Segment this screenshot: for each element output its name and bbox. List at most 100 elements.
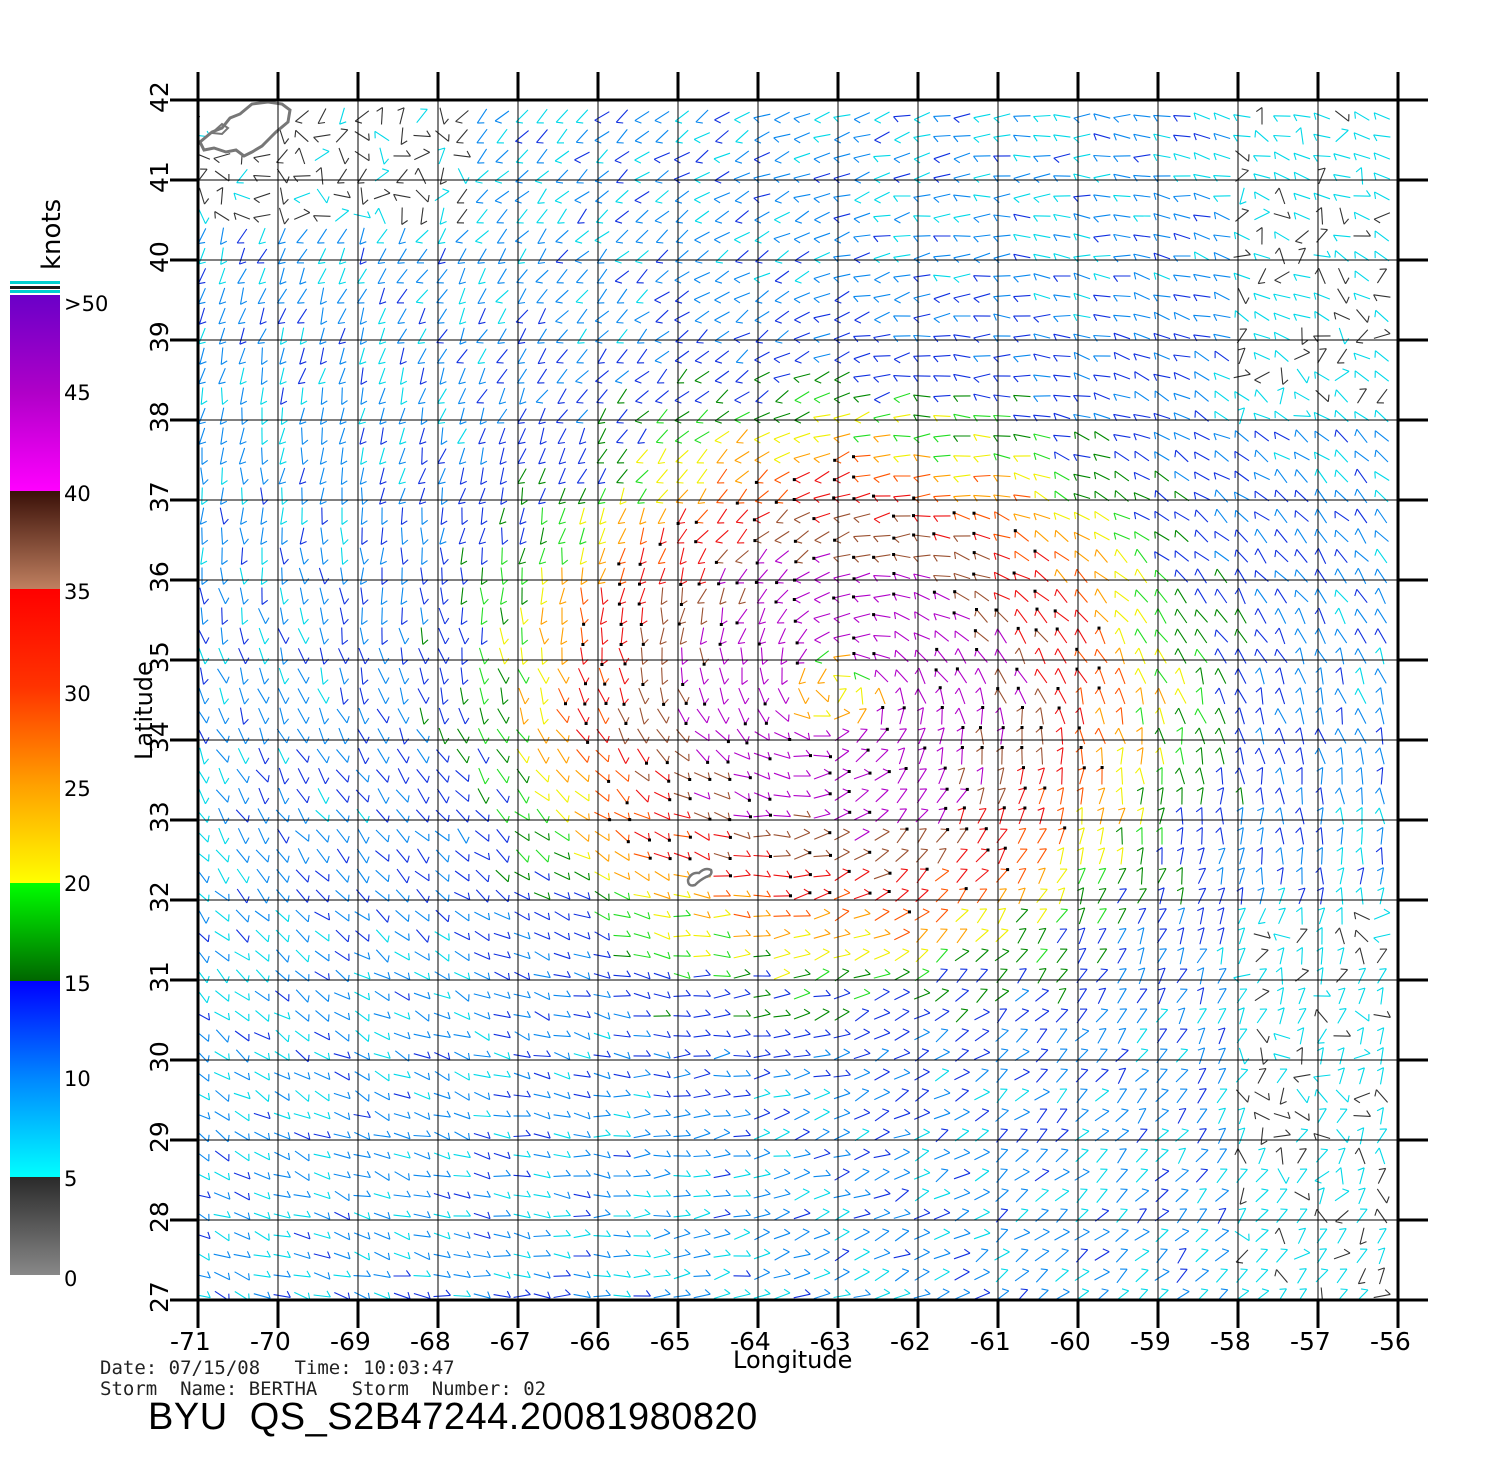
wind-barb: [738, 587, 746, 605]
wind-barb: [1314, 468, 1328, 484]
wind-barb: [1155, 1108, 1169, 1122]
wind-barb: [1315, 707, 1324, 725]
wind-barb: [733, 1169, 751, 1179]
wind-barb: [215, 1090, 230, 1102]
wind-barb: [301, 507, 308, 525]
wind-barb: [374, 1070, 390, 1082]
wind-barb: [573, 1091, 591, 1099]
wind-barb: [774, 111, 790, 124]
wind-barb: [794, 1128, 810, 1141]
wind-barb: [995, 1108, 1009, 1122]
wind-barb: [1296, 1047, 1303, 1065]
wind-barb: [1333, 1248, 1351, 1260]
wind-barb: [1239, 187, 1247, 205]
wind-barb: [1273, 171, 1290, 181]
wind-barb: [1134, 568, 1148, 584]
wind-barb: [1234, 767, 1246, 785]
wind-barb: [933, 1108, 951, 1120]
wind-barb: [1053, 275, 1071, 283]
wind-barb: [1234, 628, 1248, 644]
wind-barb: [521, 567, 528, 585]
wind-barb: [220, 427, 228, 445]
wind-barb: [416, 769, 430, 783]
wind-barb: [893, 1068, 911, 1080]
wind-barb: [599, 507, 607, 525]
wind-barb: [1339, 207, 1350, 225]
wind-barb: [976, 706, 985, 725]
wind-barb: [1137, 907, 1147, 924]
wind-barb: [872, 554, 891, 563]
wind-barb: [1214, 1248, 1230, 1262]
wind-barb: [214, 1230, 230, 1242]
wind-barb: [633, 1250, 651, 1258]
wind-barb: [517, 788, 530, 804]
wind-barb: [1015, 908, 1029, 923]
wind-barb: [201, 487, 208, 505]
wind-barb: [716, 489, 728, 504]
wind-barb: [1054, 1188, 1070, 1202]
wind-barb: [719, 687, 729, 705]
wind-barb: [852, 594, 871, 603]
wind-barb: [477, 348, 487, 364]
wind-barb: [633, 1069, 651, 1079]
wind-barb: [218, 307, 226, 325]
wind-barb: [513, 1231, 531, 1240]
wind-barb: [1314, 488, 1328, 504]
wind-barb: [1133, 154, 1151, 163]
wind-barb: [613, 1210, 631, 1217]
wind-barb: [1176, 867, 1183, 885]
wind-barb: [298, 467, 307, 485]
wind-barb: [1377, 1027, 1385, 1045]
wind-barb: [1313, 335, 1331, 343]
wind-barb: [299, 527, 307, 545]
wind-barb: [598, 527, 607, 545]
wind-barb: [394, 971, 411, 981]
wind-barb: [673, 1129, 691, 1138]
wind-barb: [894, 1228, 910, 1242]
wind-barb: [513, 951, 531, 960]
wind-barb: [1176, 988, 1188, 1004]
wind-barb: [1094, 1088, 1110, 1102]
wind-barb: [936, 706, 944, 725]
wind-barb: [458, 307, 467, 325]
wind-barb: [897, 728, 907, 744]
wind-barb: [793, 453, 811, 464]
wind-barb: [893, 274, 911, 283]
wind-barb: [713, 869, 732, 878]
wind-barb: [519, 527, 527, 545]
wind-barb: [1016, 766, 1025, 785]
wind-barb: [854, 1168, 870, 1182]
wind-barb: [373, 1232, 391, 1240]
wind-barb: [1293, 192, 1311, 201]
wind-barb: [774, 1248, 790, 1261]
wind-barb: [459, 467, 467, 485]
wind-barb: [954, 1068, 970, 1081]
wind-barb: [354, 1051, 371, 1061]
wind-barb: [457, 248, 467, 265]
wind-barb: [973, 275, 991, 282]
wind-barb: [453, 1111, 471, 1120]
wind-barb: [1017, 968, 1027, 984]
wind-barb: [1136, 787, 1144, 805]
wind-barb: [1233, 134, 1251, 142]
wind-barb: [833, 153, 851, 164]
wind-barb: [1335, 1089, 1350, 1103]
wind-barb: [313, 1290, 331, 1298]
wind-barb: [854, 1268, 870, 1281]
wind-barb: [480, 507, 488, 525]
wind-barb: [198, 187, 210, 205]
wind-barb: [438, 147, 446, 165]
wind-barb: [973, 293, 991, 304]
wind-barb: [421, 447, 428, 465]
wind-barb: [1014, 1068, 1030, 1081]
wind-barb: [1273, 115, 1291, 122]
wind-barb: [354, 991, 371, 1001]
wind-barb: [694, 191, 710, 204]
wind-barb: [295, 1010, 310, 1022]
wind-barb: [1153, 133, 1171, 141]
wind-barb: [1317, 1028, 1327, 1044]
wind-barb: [540, 687, 549, 705]
wind-barb: [933, 193, 951, 203]
wind-barb: [893, 1288, 911, 1300]
wind-barb: [278, 667, 290, 685]
